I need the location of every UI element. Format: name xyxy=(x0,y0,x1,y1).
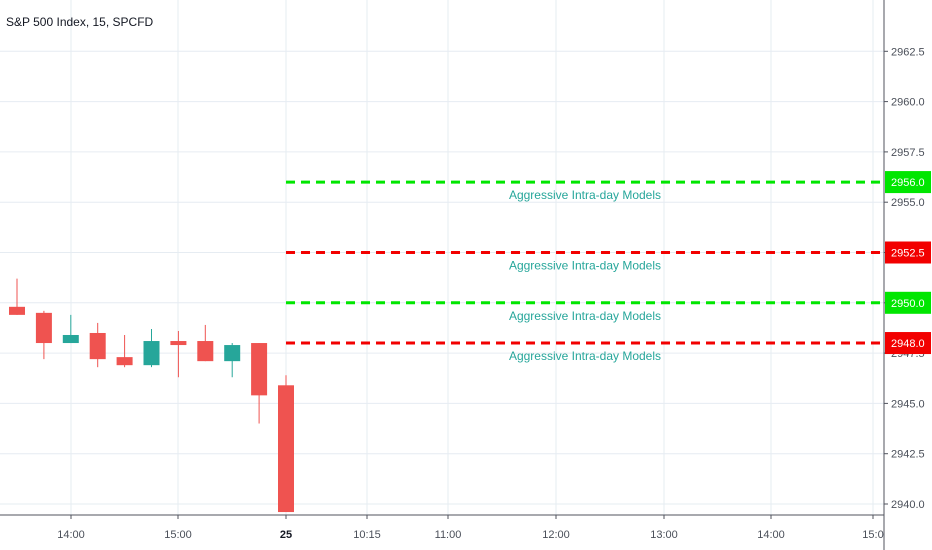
candle-body xyxy=(170,341,187,346)
x-tick-label: 14:00 xyxy=(757,529,785,541)
price-badge-label: 2948.0 xyxy=(891,338,925,350)
x-tick-label: 25 xyxy=(280,529,292,541)
level-label: Aggressive Intra-day Models xyxy=(509,309,661,323)
x-tick-label: 12:00 xyxy=(542,529,570,541)
y-tick-label: 2945.0 xyxy=(891,398,925,410)
price-badge-label: 2956.0 xyxy=(891,177,925,189)
x-tick-label: 11:00 xyxy=(435,529,462,541)
price-badge-label: 2950.0 xyxy=(891,298,925,310)
price-badge xyxy=(885,171,931,194)
candles-group xyxy=(9,278,294,513)
level-label: Aggressive Intra-day Models xyxy=(509,259,661,273)
level-label: Aggressive Intra-day Models xyxy=(509,349,661,363)
price-badge xyxy=(885,241,931,264)
level-label: Aggressive Intra-day Models xyxy=(509,188,661,202)
candle-body xyxy=(278,385,294,513)
x-tick-label: 10:15 xyxy=(353,529,381,541)
x-tick-label: 15:0 xyxy=(862,529,883,541)
candle-body xyxy=(89,332,106,360)
price-badge xyxy=(885,332,931,355)
candle-body xyxy=(9,306,25,315)
chart-title: S&P 500 Index, 15, SPCFD xyxy=(6,15,154,29)
y-tick-label: 2962.5 xyxy=(891,46,925,58)
candle-body xyxy=(62,334,79,344)
y-tick-label: 2942.5 xyxy=(891,449,925,461)
x-tick-label: 13:00 xyxy=(650,529,678,541)
candle-body xyxy=(35,312,52,344)
candle-body xyxy=(197,341,214,362)
price-badge-label: 2952.5 xyxy=(891,248,925,260)
candle-body xyxy=(224,345,241,362)
y-tick-label: 2940.0 xyxy=(891,499,925,511)
x-tick-label: 14:00 xyxy=(57,529,85,541)
candle-body xyxy=(116,357,133,366)
x-tick-label: 15:00 xyxy=(164,529,192,541)
price-badge xyxy=(885,291,931,314)
y-tick-label: 2957.5 xyxy=(891,147,925,159)
y-tick-label: 2955.0 xyxy=(891,197,925,209)
candle-body xyxy=(143,341,160,366)
candle-body xyxy=(251,343,268,396)
y-tick-label: 2960.0 xyxy=(891,97,925,109)
